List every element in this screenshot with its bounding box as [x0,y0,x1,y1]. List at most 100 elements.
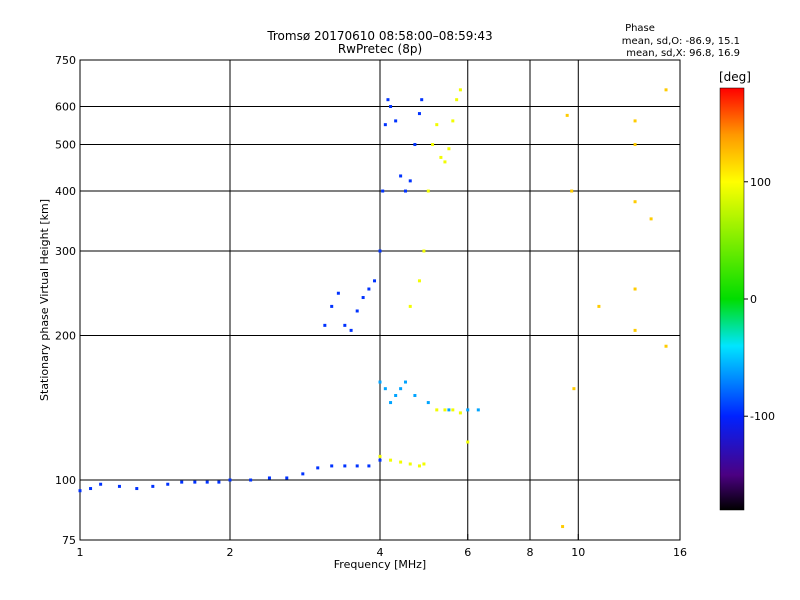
chart-title: Tromsø 20170610 08:58:00–08:59:43 [266,29,492,43]
echo-point [361,296,365,300]
echo-point [403,380,407,384]
echo-point [431,143,435,147]
echo-point [476,408,480,412]
echo-point [466,408,470,412]
echo-point [633,119,637,123]
y-tick-label: 400 [55,185,76,198]
echo-point [413,143,417,147]
echo-point [78,489,82,493]
echo-point [394,394,398,398]
echo-point [455,98,459,102]
echo-point [664,344,668,348]
echo-point [570,189,574,193]
y-tick-label: 750 [55,54,76,67]
y-tick-label: 300 [55,245,76,258]
colorbar [719,87,745,511]
echo-point [408,304,412,308]
echo-point [151,484,155,488]
echo-point [378,249,382,253]
echo-point [649,217,653,221]
echo-point [417,112,421,116]
x-tick-label: 10 [571,546,585,559]
echo-point [426,189,430,193]
echo-point [389,401,393,405]
echo-point [399,460,403,464]
echo-point [135,487,139,491]
echo-point [422,462,426,466]
echo-point [228,478,232,482]
x-tick-label: 1 [77,546,84,559]
echo-point [330,304,334,308]
echo-point [301,472,305,476]
echo-point [323,323,327,327]
echo-point [394,119,398,123]
echo-point [633,328,637,332]
echo-point [378,458,382,462]
echo-point [572,387,576,391]
echo-point [426,401,430,405]
echo-point [399,174,403,178]
y-tick-label: 500 [55,139,76,152]
echo-point [386,98,390,102]
echo-point [389,458,393,462]
colorbar-tick-label: 0 [750,293,757,306]
echo-point [349,328,353,332]
echo-point [381,189,385,193]
echo-point [383,123,387,127]
plot-border [79,59,681,541]
echo-point [565,113,569,117]
echo-point [316,466,320,470]
y-tick-label: 75 [62,534,76,547]
echo-point [633,200,637,204]
echo-point [193,480,197,484]
echo-point [166,482,170,486]
echo-point [373,279,377,283]
echo-point [466,440,470,444]
echo-point [378,380,382,384]
echo-point [403,189,407,193]
echo-point [451,119,455,123]
echo-point [443,408,447,412]
x-tick-label: 2 [227,546,234,559]
echo-point [399,387,403,391]
echo-point [180,480,184,484]
echo-point [367,464,371,468]
y-axis-label: Stationary phase Virtual Height [km] [38,199,51,401]
echo-point [343,464,347,468]
echo-point [117,484,121,488]
phase-stats-x: mean, sd,X: 96.8, 16.9 [626,48,740,59]
echo-point [378,454,382,458]
colorbar-label: [deg] [719,70,751,84]
echo-point [249,478,253,482]
echo-point [422,249,426,253]
echo-point [417,464,421,468]
echo-point [435,408,439,412]
echo-point [355,464,359,468]
echo-point [447,147,451,151]
x-tick-label: 6 [464,546,471,559]
echo-point [355,309,359,313]
echo-point [439,155,443,159]
echo-point [664,88,668,92]
echo-point [451,408,455,412]
phase-stats-header: Phase [625,23,655,34]
echo-point [420,98,424,102]
echo-point [343,323,347,327]
echo-point [447,408,451,412]
echo-point [633,143,637,147]
echo-point [597,304,601,308]
echo-point [389,105,393,109]
echo-point [458,411,462,415]
echo-point [408,462,412,466]
phase-stats-o: mean, sd,O: -86.9, 15.1 [622,36,740,47]
echo-point [413,394,417,398]
x-tick-label: 8 [527,546,534,559]
y-tick-label: 200 [55,330,76,343]
echo-point [408,179,412,183]
colorbar-tick-label: -100 [750,410,775,423]
x-tick-label: 4 [377,546,384,559]
echo-point [217,480,221,484]
echo-point [443,160,447,164]
colorbar-tick-label: 100 [750,176,771,189]
